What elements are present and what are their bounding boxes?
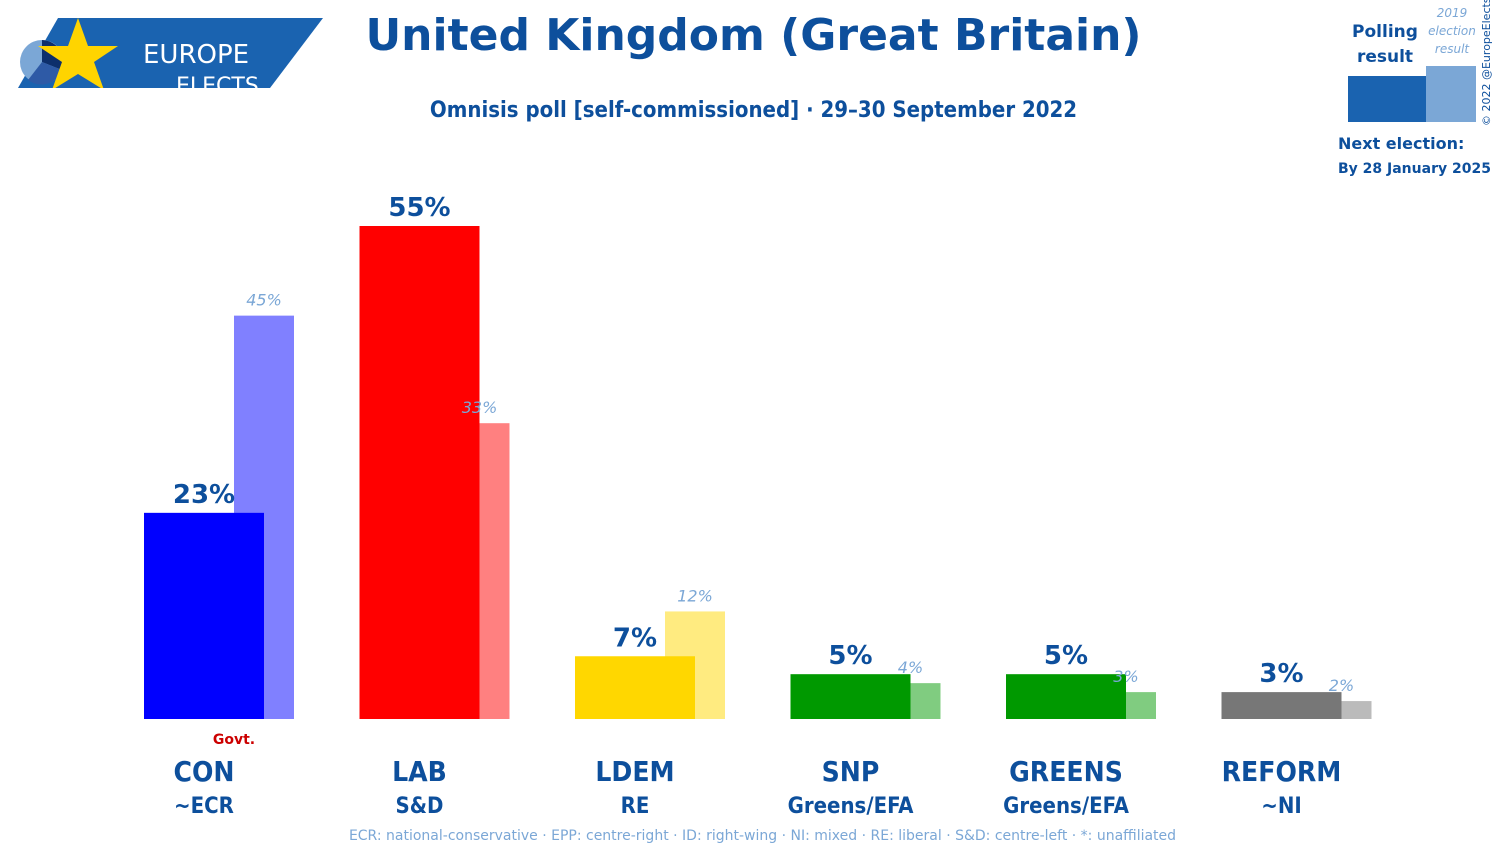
bar-poll-reform — [1221, 692, 1342, 719]
value-label-poll: 5% — [828, 641, 872, 671]
legend-prev-line2: election — [1428, 24, 1476, 38]
bar-poll-con — [144, 512, 264, 719]
value-label-poll: 3% — [1259, 659, 1303, 689]
logo-text-elects: ELECTS — [176, 74, 259, 99]
legend-prev-line3: result — [1434, 42, 1470, 56]
legend-poll-line2: result — [1356, 47, 1414, 67]
group-label: ~ECR — [174, 794, 234, 819]
value-label-poll: 7% — [613, 623, 657, 653]
category-label: LAB — [392, 755, 447, 788]
next-election-label: Next election: — [1338, 134, 1465, 153]
next-election-date: By 28 January 2025 — [1338, 161, 1491, 177]
category-label: LDEM — [595, 755, 674, 788]
govt-annotation: Govt. — [213, 732, 255, 748]
bar-poll-snp — [790, 674, 911, 719]
category-label: REFORM — [1222, 755, 1342, 788]
chart-subtitle: Omnisis poll [self-commissioned] · 29–30… — [429, 98, 1078, 123]
europe-elects-logo: EUROPE ELECTS — [18, 18, 323, 99]
legend-poll-line1: Polling — [1352, 22, 1418, 42]
value-label-prev: 45% — [246, 291, 282, 310]
logo-graphic — [18, 18, 323, 90]
legend-prev-label: 2019 election result — [1426, 4, 1478, 58]
bar-poll-ldem — [575, 656, 695, 719]
category-label: CON — [174, 755, 235, 788]
group-label: S&D — [396, 794, 444, 819]
legend-prev-line1: 2019 — [1436, 6, 1468, 20]
value-label-poll: 55% — [388, 193, 450, 223]
bar-poll-lab — [359, 226, 480, 719]
chart-title: United Kingdom (Great Britain) — [365, 10, 1142, 61]
logo-star-icon — [38, 18, 118, 90]
value-label-prev: 2% — [1329, 676, 1354, 695]
legend-prev-swatch — [1426, 66, 1476, 122]
group-label: ~NI — [1261, 794, 1302, 819]
group-label: Greens/EFA — [1003, 794, 1129, 819]
group-footnote: ECR: national-conservative · EPP: centre… — [348, 828, 1177, 844]
category-label: SNP — [822, 755, 880, 788]
value-label-poll: 23% — [173, 480, 235, 510]
value-label-prev: 12% — [677, 586, 713, 605]
group-label: RE — [621, 794, 650, 819]
group-label: Greens/EFA — [788, 794, 914, 819]
legend-poll-label: Polling result — [1340, 20, 1430, 70]
logo-text-europe: EUROPE — [143, 40, 250, 70]
bar-poll-greens — [1006, 674, 1126, 719]
value-label-prev: 3% — [1113, 667, 1138, 686]
value-label-poll: 5% — [1044, 641, 1088, 671]
value-label-prev: 4% — [898, 658, 923, 677]
value-label-prev: 33% — [462, 398, 498, 417]
category-label: GREENS — [1009, 755, 1123, 788]
